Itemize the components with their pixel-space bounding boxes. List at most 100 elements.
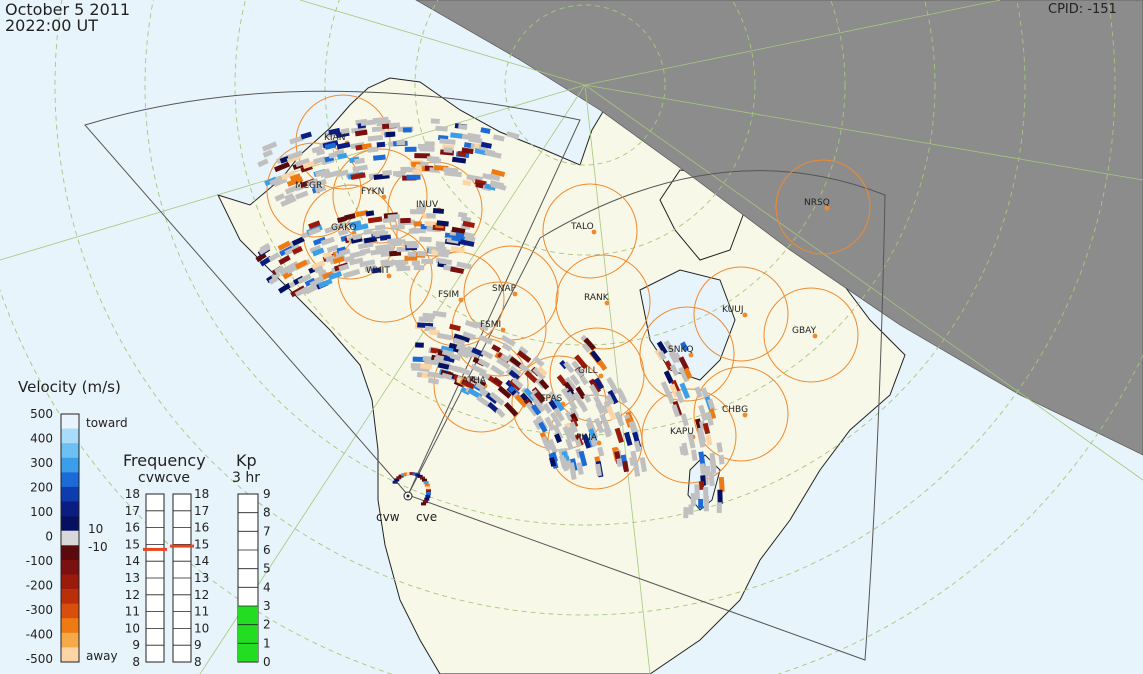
scatter-cell xyxy=(480,349,494,360)
station-dot-fsmi xyxy=(500,327,506,333)
scatter-cell xyxy=(417,251,427,257)
scatter-cell xyxy=(355,209,369,218)
scatter-cell xyxy=(404,146,417,152)
frequency-tick-left: 12 xyxy=(125,588,140,602)
scatter-cell xyxy=(508,369,520,381)
scatter-cell xyxy=(698,481,705,490)
scatter-cell xyxy=(497,385,512,399)
scatter-cell xyxy=(312,236,327,246)
scatter-cell xyxy=(574,438,582,448)
scatter-cell xyxy=(675,390,685,404)
scatter-cell xyxy=(284,193,295,202)
frequency-tick-left: 8 xyxy=(132,655,140,669)
scatter-cell xyxy=(443,355,456,363)
station-ring-gbay xyxy=(763,287,859,383)
scatter-cell xyxy=(367,216,383,224)
scatter-cell xyxy=(350,172,366,180)
scatter-cell xyxy=(344,213,356,221)
scatter-cell xyxy=(718,477,725,492)
velocity-away-label: away xyxy=(86,649,118,663)
scatter-cell xyxy=(698,451,706,468)
scatter-cell xyxy=(570,412,579,423)
scatter-cell xyxy=(259,242,271,253)
frequency-tick-right: 15 xyxy=(194,537,209,551)
scatter-cell xyxy=(487,401,499,413)
scatter-cell xyxy=(679,382,691,400)
scatter-cell xyxy=(459,239,475,247)
colorbar-segment xyxy=(61,618,79,634)
station-ring-talo xyxy=(542,183,638,279)
scatter-cell xyxy=(403,472,409,476)
scatter-cell xyxy=(416,206,425,212)
scatter-cell xyxy=(541,435,552,452)
colorbar-segment xyxy=(61,530,79,546)
station-label-mcgr: MCGR xyxy=(295,181,322,191)
scatter-cell xyxy=(553,398,565,412)
scatter-cell xyxy=(412,472,418,476)
scatter-cell xyxy=(669,364,680,377)
scatter-cell xyxy=(617,390,627,402)
station-labels: KIAN MCGR FYKN INUV GAKO WHIT FSIM SNAP FSMI ATHA… xyxy=(295,133,830,443)
scatter-cell xyxy=(317,278,333,289)
scatter-cell xyxy=(441,372,458,382)
scatter-cell xyxy=(317,269,328,278)
scatter-cell xyxy=(589,383,600,397)
scatter-cell xyxy=(511,377,524,389)
velocity-ticks: 500 400 300 200 100 0 -100 -200 -300 -400 -500 xyxy=(26,407,53,666)
frequency-tick-right: 10 xyxy=(194,621,209,635)
station-label-snkq: SNKQ xyxy=(668,345,693,355)
scatter-cell xyxy=(348,257,364,266)
scatter-cell xyxy=(372,267,382,274)
scatter-cell xyxy=(508,378,522,392)
scatter-cell xyxy=(315,148,326,156)
velocity-scatter xyxy=(255,116,725,519)
frequency-sub: cvwcve xyxy=(138,470,190,486)
scatter-cell xyxy=(294,259,308,270)
scatter-cell xyxy=(450,266,465,274)
kp-fill xyxy=(238,606,258,662)
scatter-cell xyxy=(455,344,473,354)
scatter-cell xyxy=(485,150,502,159)
scatter-cell xyxy=(484,183,496,191)
frequency-tick-left: 15 xyxy=(125,537,140,551)
scatter-cell xyxy=(607,389,619,405)
scatter-cell xyxy=(440,345,455,354)
scatter-cell xyxy=(490,182,507,191)
station-label-gako: GAKO xyxy=(331,223,357,233)
scatter-cell xyxy=(566,391,576,402)
scatter-cell xyxy=(286,176,304,187)
kp-tick-label: 2 xyxy=(263,618,271,632)
scatter-cell xyxy=(289,173,302,182)
colorbar-segment xyxy=(61,428,79,444)
scatter-cell xyxy=(387,213,400,220)
night-shading xyxy=(415,0,1143,456)
scatter-cell xyxy=(536,365,548,377)
scatter-cell xyxy=(471,347,485,357)
station-dot-gill xyxy=(598,373,604,379)
scatter-cell xyxy=(716,442,723,453)
scatter-cell xyxy=(427,371,444,379)
scatter-cell xyxy=(455,232,467,239)
scatter-cell xyxy=(703,496,709,512)
scatter-cell xyxy=(451,226,466,234)
scatter-cell xyxy=(450,245,465,254)
velocity-tick-label: -300 xyxy=(26,603,53,617)
scatter-cell xyxy=(532,366,546,381)
scatter-cell xyxy=(690,493,696,507)
frequency-tick-left: 10 xyxy=(125,621,140,635)
scatter-cell xyxy=(453,337,466,346)
scatter-cell xyxy=(262,149,274,158)
scatter-cell xyxy=(284,185,298,195)
scatter-cell xyxy=(490,364,505,377)
scatter-cell xyxy=(468,351,480,360)
scatter-cell xyxy=(338,248,351,257)
scatter-cell xyxy=(359,259,376,268)
scatter-cell xyxy=(622,460,629,473)
station-label-kuuj: KUUJ xyxy=(722,305,744,315)
scatter-cell xyxy=(717,489,723,504)
frequency-tick-left: 16 xyxy=(125,521,140,535)
scatter-cell xyxy=(426,489,431,493)
scatter-cell xyxy=(385,131,396,138)
scatter-cell xyxy=(375,224,386,231)
scatter-cell xyxy=(326,244,339,253)
